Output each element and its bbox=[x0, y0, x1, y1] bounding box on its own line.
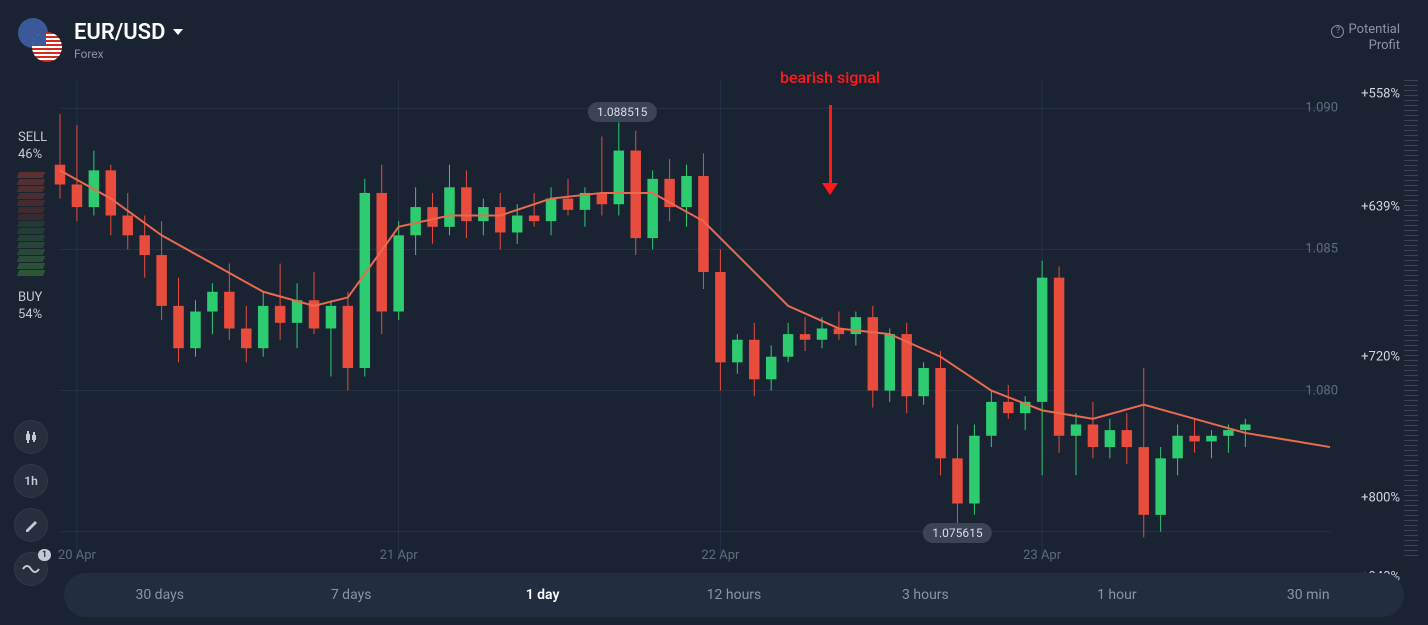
period-option[interactable]: 12 hours bbox=[638, 587, 829, 603]
price-tooltip: 1.075615 bbox=[923, 523, 991, 543]
symbol-header: EUR/USD Forex bbox=[18, 18, 183, 62]
indicators-button[interactable]: 1 bbox=[14, 552, 48, 586]
x-axis-label: 22 Apr bbox=[701, 548, 739, 563]
price-tooltip: 1.088515 bbox=[588, 102, 656, 122]
y-axis-label: 1.090 bbox=[1305, 101, 1338, 116]
symbol-label: EUR/USD bbox=[74, 20, 165, 45]
period-option[interactable]: 7 days bbox=[255, 587, 446, 603]
chart-tools: 1h 1 bbox=[14, 420, 48, 586]
candlestick-icon bbox=[23, 429, 39, 445]
chevron-down-icon bbox=[173, 29, 183, 35]
buy-label: BUY bbox=[18, 290, 47, 305]
x-axis-label: 20 Apr bbox=[58, 548, 96, 563]
pencil-icon bbox=[24, 518, 38, 532]
profit-header: ?Potential Profit bbox=[1331, 22, 1400, 53]
y-axis-label: 1.085 bbox=[1305, 242, 1338, 257]
indicator-count-badge: 1 bbox=[38, 549, 51, 561]
annotation-label: bearish signal bbox=[780, 68, 880, 87]
sentiment-widget: SELL 46% BUY 54% bbox=[18, 130, 47, 322]
profit-scale-label: +639% bbox=[1361, 200, 1400, 215]
timeframe-button[interactable]: 1h bbox=[14, 464, 48, 498]
period-selector: 30 days7 days1 day12 hours3 hours1 hour3… bbox=[64, 573, 1404, 617]
buy-pct: 54% bbox=[18, 307, 47, 322]
wave-icon bbox=[22, 563, 40, 575]
y-axis-label: 1.080 bbox=[1305, 383, 1338, 398]
period-option[interactable]: 3 hours bbox=[830, 587, 1021, 603]
sentiment-bars bbox=[18, 172, 47, 276]
sell-label: SELL bbox=[18, 130, 47, 145]
help-icon[interactable]: ? bbox=[1331, 25, 1344, 38]
currency-flag-icon bbox=[18, 18, 62, 62]
profit-scale-label: +800% bbox=[1361, 490, 1400, 505]
x-axis-label: 21 Apr bbox=[380, 548, 418, 563]
x-axis-label: 23 Apr bbox=[1023, 548, 1061, 563]
profit-scale-label: +720% bbox=[1361, 349, 1400, 364]
chart-type-button[interactable] bbox=[14, 420, 48, 454]
period-option[interactable]: 1 day bbox=[447, 587, 638, 603]
annotation-arrow-icon bbox=[822, 105, 838, 195]
symbol-selector[interactable]: EUR/USD bbox=[74, 20, 183, 45]
profit-ruler: +558%+639%+720%+800%+840% bbox=[1372, 80, 1428, 560]
period-option[interactable]: 30 days bbox=[64, 587, 255, 603]
market-type-label: Forex bbox=[74, 47, 183, 61]
profit-scale-label: +558% bbox=[1361, 87, 1400, 102]
period-option[interactable]: 30 min bbox=[1213, 587, 1404, 603]
period-option[interactable]: 1 hour bbox=[1021, 587, 1212, 603]
drawing-tools-button[interactable] bbox=[14, 508, 48, 542]
sell-pct: 46% bbox=[18, 147, 47, 162]
price-chart[interactable] bbox=[0, 0, 1428, 625]
